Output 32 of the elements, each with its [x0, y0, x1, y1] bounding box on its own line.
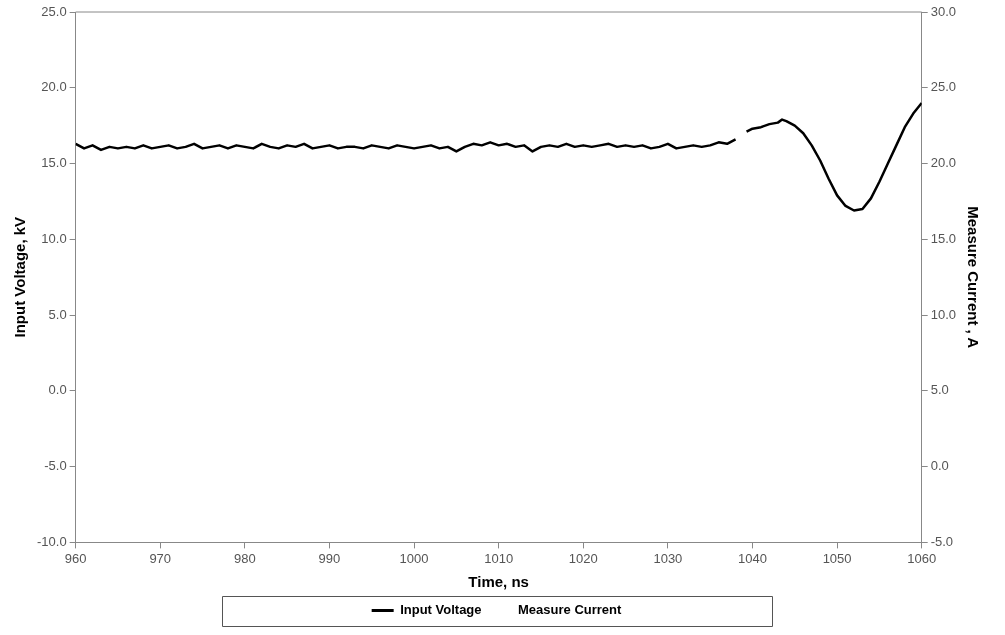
- x-tick-label: 970: [149, 550, 172, 566]
- y2-tick-label: 25.0: [930, 79, 957, 95]
- x-tick-label: 1050: [822, 550, 852, 566]
- x-tick-label: 1040: [738, 550, 767, 566]
- x-tick-label: 1010: [484, 550, 514, 566]
- x-tick-label: 1020: [568, 550, 598, 566]
- legend-label: Input Voltage: [400, 602, 482, 618]
- y2-tick-label: 5.0: [930, 382, 949, 398]
- x-tick-label: 980: [233, 550, 256, 566]
- x-tick-label: 1000: [399, 550, 429, 566]
- y-tick-label: 0.0: [48, 382, 67, 398]
- x-tick-label: 990: [318, 550, 341, 566]
- x-tick-label: 1060: [907, 550, 937, 566]
- y2-tick-label: -5.0: [930, 533, 954, 549]
- y-tick-label: 5.0: [48, 306, 67, 322]
- y2-tick-label: 20.0: [930, 155, 957, 171]
- y2-axis-title: Measure Current , A: [964, 206, 982, 349]
- y-tick-label: 20.0: [41, 79, 67, 95]
- x-axis-title: Time, ns: [468, 573, 529, 591]
- x-tick-label: 960: [64, 550, 87, 566]
- y2-tick-label: 10.0: [930, 306, 957, 322]
- y-tick-label: -10.0: [36, 533, 67, 549]
- y-tick-label: -5.0: [44, 458, 67, 474]
- y-tick-label: 15.0: [41, 155, 67, 171]
- y2-tick-label: 15.0: [930, 230, 957, 246]
- y2-tick-label: 30.0: [930, 3, 957, 19]
- y-tick-label: 25.0: [41, 3, 67, 19]
- y-tick-label: 10.0: [41, 230, 67, 246]
- y2-tick-label: 0.0: [930, 458, 949, 474]
- text: Measure Current: [518, 602, 623, 618]
- x-tick-label: 1030: [653, 550, 683, 566]
- y-axis-title: Input Voltage, kV: [11, 216, 29, 338]
